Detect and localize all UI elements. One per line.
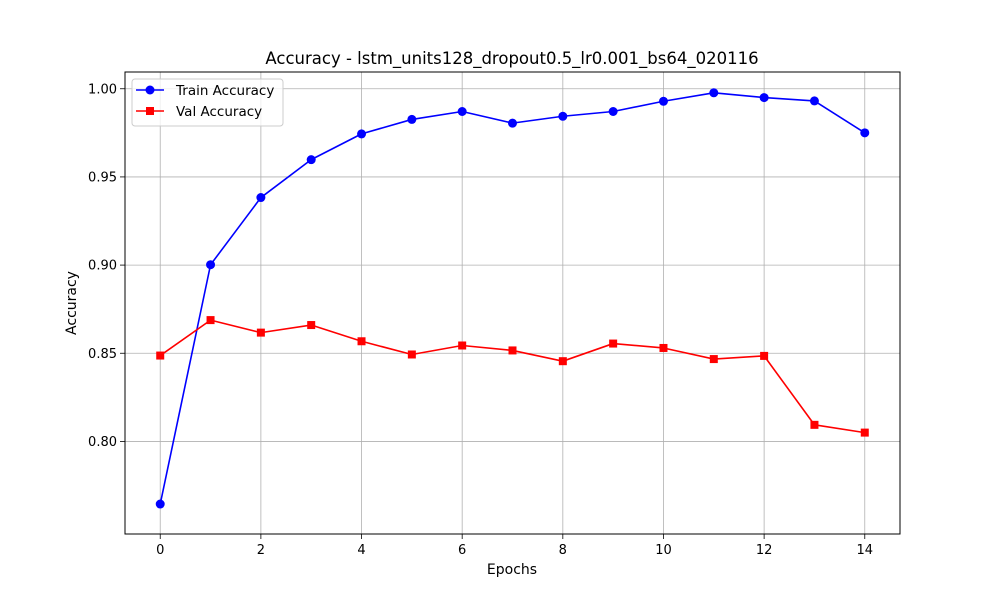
x-tick-label: 6 [458,543,466,558]
x-axis-label: Epochs [487,562,537,578]
data-point-train-accuracy [306,155,316,165]
data-point-val-accuracy [206,316,215,325]
y-tick-label: 0.90 [88,259,117,274]
data-point-train-accuracy [709,88,719,98]
legend: Train Accuracy Val Accuracy [131,78,284,127]
data-point-train-accuracy [809,96,819,106]
data-point-val-accuracy [307,321,316,330]
data-point-val-accuracy [609,339,618,348]
data-point-train-accuracy [407,114,417,124]
data-point-train-accuracy [457,106,467,116]
legend-box [131,78,284,127]
data-point-val-accuracy [458,341,467,350]
data-point-val-accuracy [407,350,416,359]
data-point-train-accuracy [608,106,618,116]
y-tick-label: 0.80 [88,435,117,450]
x-tick-label: 8 [559,543,567,558]
y-axis-ticks: 0.80 0.85 0.90 0.95 1.00 [88,82,125,450]
y-tick-label: 1.00 [88,82,117,97]
y-axis-label: Accuracy [64,271,80,335]
y-tick-label: 0.85 [88,347,117,362]
data-point-val-accuracy [659,343,668,352]
x-tick-label: 12 [756,543,773,558]
data-point-train-accuracy [508,118,517,128]
data-point-val-accuracy [558,357,567,366]
series [155,88,870,509]
data-point-val-accuracy [508,346,517,355]
plot-area-frame [124,71,901,535]
x-axis-ticks: 0 2 4 6 8 10 12 14 [156,534,873,558]
data-point-val-accuracy [760,351,769,360]
data-point-train-accuracy [256,193,266,203]
x-tick-label: 14 [856,543,873,558]
data-point-val-accuracy [357,337,366,346]
x-tick-label: 4 [357,543,365,558]
y-tick-label: 0.95 [88,170,117,185]
data-point-val-accuracy [156,351,165,360]
legend-label-train: Train Accuracy [175,83,274,99]
data-point-train-accuracy [658,96,668,106]
data-point-val-accuracy [256,328,265,337]
legend-marker-train [145,85,155,95]
x-tick-label: 0 [156,543,164,558]
data-point-train-accuracy [206,260,216,270]
data-point-val-accuracy [860,428,869,437]
legend-label-val: Val Accuracy [176,104,262,120]
x-tick-label: 10 [655,543,672,558]
data-point-train-accuracy [357,129,367,139]
data-point-train-accuracy [558,111,568,121]
data-point-val-accuracy [810,420,819,429]
data-point-train-accuracy [155,499,165,509]
data-point-val-accuracy [709,355,718,364]
data-point-train-accuracy [759,93,769,103]
data-point-train-accuracy [860,128,870,138]
chart-title: Accuracy - lstm_units128_dropout0.5_lr0.… [265,49,758,69]
x-tick-label: 2 [257,543,265,558]
legend-marker-val [146,107,154,115]
